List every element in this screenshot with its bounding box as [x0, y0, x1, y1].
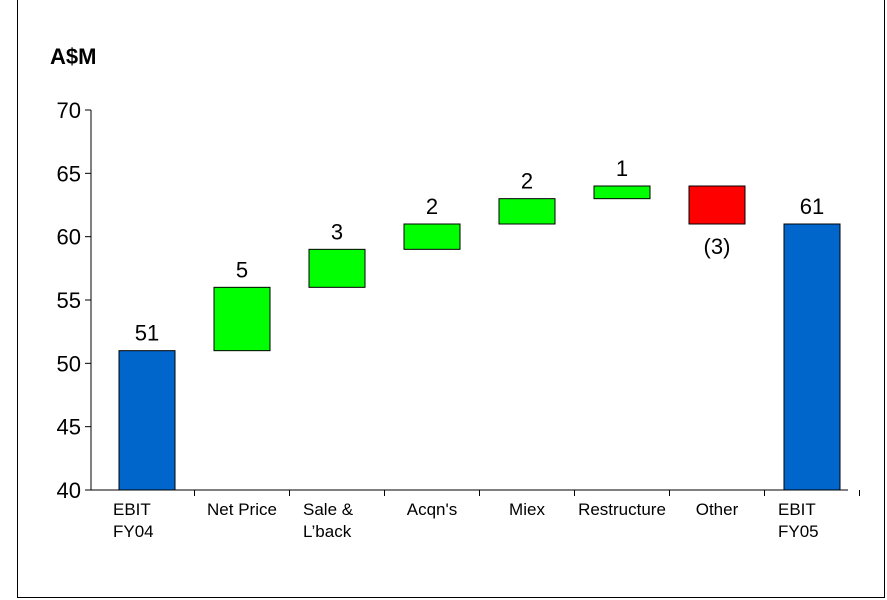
category-label: EBIT FY05: [778, 500, 819, 541]
category-label: Restructure: [578, 500, 666, 519]
bars: [119, 186, 840, 490]
category-label: Miex: [509, 500, 545, 519]
category-label-line: L’back: [303, 522, 352, 541]
bar-increase: [594, 186, 650, 199]
category-label-line: Miex: [509, 500, 545, 519]
category-label-line: FY04: [113, 522, 154, 541]
data-label: 3: [331, 219, 343, 244]
y-tick-label: 40: [57, 478, 81, 503]
category-label-line: Other: [696, 500, 739, 519]
data-label: (3): [704, 234, 731, 259]
category-label-line: FY05: [778, 522, 819, 541]
category-label: Net Price: [207, 500, 277, 519]
data-label: 51: [135, 321, 159, 346]
category-label: Other: [696, 500, 739, 519]
category-label: Sale & L’back: [303, 500, 354, 541]
axes: 40 45 50 55 60 65 70: [57, 98, 860, 503]
bar-increase: [214, 287, 270, 350]
data-label: 5: [236, 257, 248, 282]
category-labels: EBIT FY04 Net Price Sale & L’back Acqn's Miex R…: [113, 500, 819, 541]
bar-increase: [404, 224, 460, 249]
y-tick-label: 65: [57, 161, 81, 186]
unit-label: A$M: [50, 44, 96, 69]
y-tick-label: 60: [57, 225, 81, 250]
category-label-line: Acqn's: [407, 500, 458, 519]
data-label: 2: [426, 194, 438, 219]
category-label-line: EBIT: [113, 500, 151, 519]
category-label-line: Restructure: [578, 500, 666, 519]
category-label-line: EBIT: [778, 500, 816, 519]
bar-increase: [309, 249, 365, 287]
data-label: 2: [521, 169, 533, 194]
category-label-line: Net Price: [207, 500, 277, 519]
bar-total: [119, 351, 175, 490]
y-tick-label: 50: [57, 351, 81, 376]
y-tick-label: 70: [57, 98, 81, 123]
category-label: EBIT FY04: [113, 500, 154, 541]
category-label: Acqn's: [407, 500, 458, 519]
y-tick-label: 55: [57, 288, 81, 313]
data-label: 1: [616, 156, 628, 181]
y-tick-label: 45: [57, 415, 81, 440]
bar-decrease: [689, 186, 745, 224]
data-label: 61: [800, 194, 824, 219]
bar-increase: [499, 199, 555, 224]
category-label-line: Sale &: [303, 500, 354, 519]
bar-total: [784, 224, 840, 490]
